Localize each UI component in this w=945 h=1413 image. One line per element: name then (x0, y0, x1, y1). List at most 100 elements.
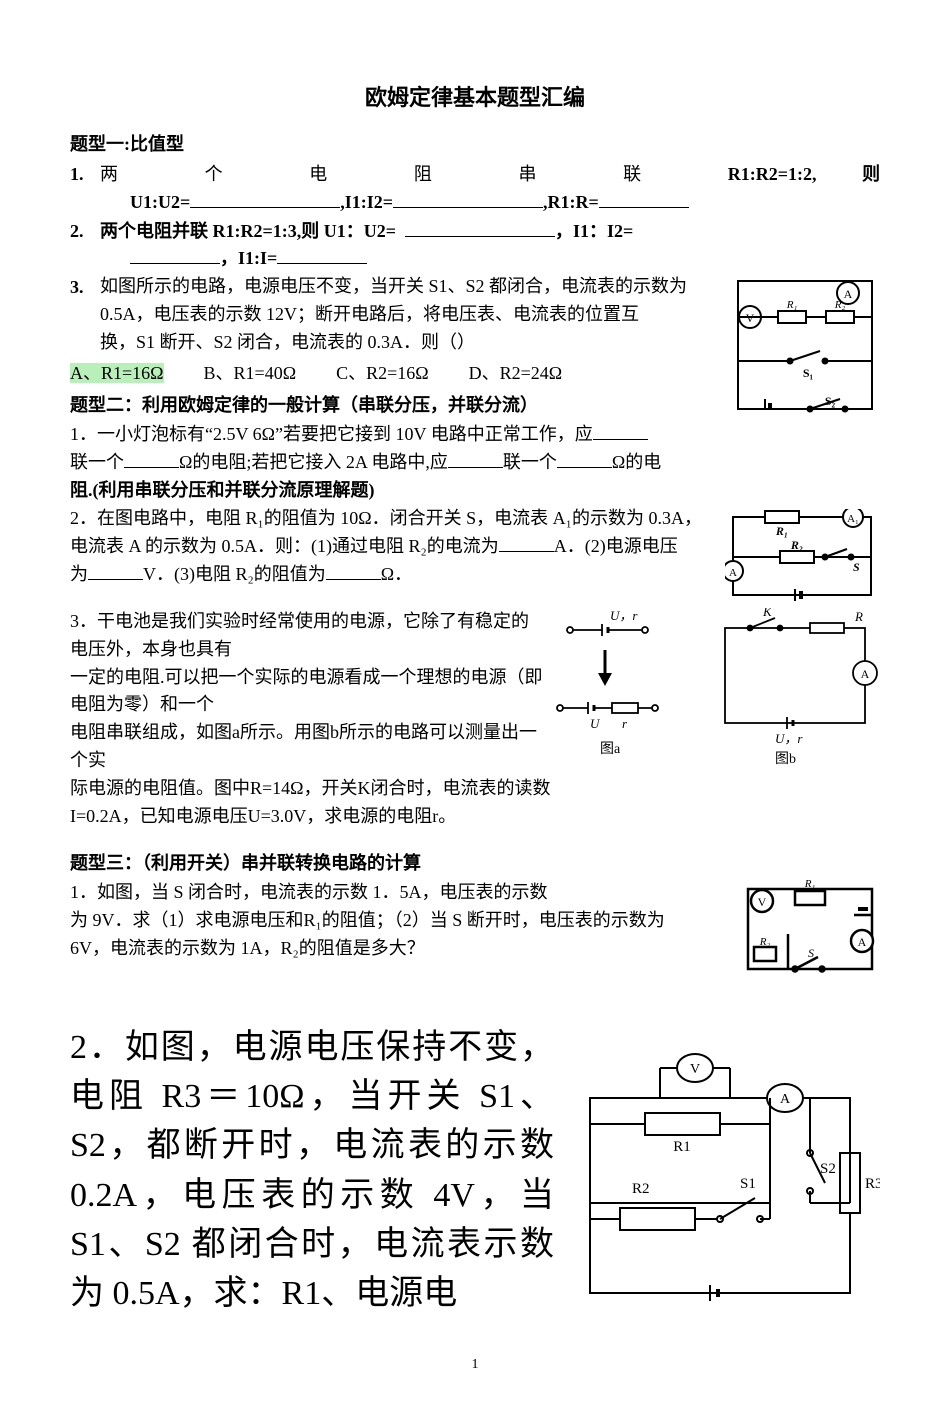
t: 联一个 (70, 452, 124, 472)
q1-line2: U1:U2= ,I1:I2= ,R1:R= (130, 189, 880, 217)
blank (448, 449, 503, 468)
blank (405, 218, 555, 237)
t: Ω． (381, 564, 412, 584)
section3-header: 题型三：（利用开关）串并联转换电路的计算 (70, 849, 880, 875)
svg-text:A₁: A₁ (847, 513, 859, 525)
q3-body: 如图所示的电路，电源电压不变，当开关 S1、S2 都闭合，电流表的示数为 0.5… (100, 273, 724, 357)
t: 联一个 (503, 452, 557, 472)
svg-text:S₂: S₂ (825, 394, 836, 408)
svg-text:V: V (690, 1062, 700, 1077)
blank (190, 189, 340, 208)
q1: 1. 两 个 电 阻 串 联 R1:R2=1:2, 则 (70, 160, 880, 189)
t: 1．一小灯泡标有“2.5V 6Ω”若要把它接到 10V 电路中正常工作，应 (70, 424, 593, 444)
blank (557, 449, 612, 468)
s2q1: 1．一小灯泡标有“2.5V 6Ω”若要把它接到 10V 电路中正常工作，应 联一… (70, 421, 880, 505)
q-num: 1. (70, 160, 100, 189)
t: 个 (205, 164, 264, 184)
t: Ω的电 (612, 452, 661, 472)
page: 欧姆定律基本题型汇编 题型一:比值型 1. 两 个 电 阻 串 联 R1:R2=… (0, 0, 945, 1413)
svg-text:R₁: R₁ (804, 879, 816, 890)
t: 电 (309, 164, 368, 184)
t: A．(2)电源电压 (554, 536, 678, 556)
q3-options: A、R1=16Ω B、R1=40Ω C、R2=16Ω D、R2=24Ω (70, 359, 724, 385)
t: 一定的电阻.可以把一个实际的电源看成一个理想的电源（即电阻为零）和一个 (70, 667, 543, 715)
t: 则 (862, 164, 880, 184)
q3: 3. 如图所示的电路，电源电压不变，当开关 S1、S2 都闭合，电流表的示数为 … (70, 273, 724, 357)
t: 阻 (414, 164, 473, 184)
q2-body: 两个电阻并联 R1:R2=1:3,则 U1：U2= ，I1：I2= (100, 217, 880, 246)
t: 阻.(利用串联分压和并联分流原理解题) (70, 480, 375, 500)
svg-text:K: K (762, 608, 773, 619)
svg-text:R₂: R₂ (790, 538, 803, 552)
blank (593, 421, 648, 440)
circuit-s3q2-icon: V A R1 R2 (560, 1043, 880, 1323)
svg-text:S2: S2 (820, 1161, 836, 1177)
t: 如图所示的电路，电源电压不变，当开关 S1、S2 都闭合，电流表的示数为 (100, 276, 687, 296)
blank (124, 449, 179, 468)
t: 0.5A，电压表的示数 12V；断开电路后，将电压表、电流表的位置互 (100, 304, 639, 324)
fig-s3q2: V A R1 R2 (560, 1043, 880, 1323)
svg-text:S1: S1 (740, 1176, 756, 1192)
circuit-s2q2-icon: R₁ A₁ R₂ S A (725, 509, 880, 604)
t: ，I1:I= (220, 248, 277, 268)
blank (88, 561, 143, 580)
svg-text:S₁: S₁ (803, 366, 814, 380)
svg-text:V: V (758, 895, 767, 909)
svg-text:A: A (858, 935, 867, 949)
t: 换，S1 断开、S2 闭合，电流表的 0.3A．则（） (100, 332, 475, 352)
svg-text:R1: R1 (673, 1139, 691, 1155)
fig-s2q3: U，r U r 图a (550, 608, 880, 768)
t: ,R1:R= (543, 192, 599, 212)
t: 际电源的电阻值。图中R=14Ω，开关K闭合时，电流表的读数 (70, 778, 551, 798)
t: 1．如图，当 S 闭合时，电流表的示数 1．5A，电压表的示数 (70, 882, 548, 902)
q2: 2. 两个电阻并联 R1:R2=1:3,则 U1：U2= ，I1：I2= (70, 217, 880, 246)
q-num: 2. (70, 217, 100, 246)
t: U1:U2= (130, 192, 190, 212)
t: ,I1:I2= (340, 192, 393, 212)
svg-text:U，r: U，r (610, 608, 638, 623)
t: 两 (100, 164, 159, 184)
opt-b: B、R1=40Ω (204, 359, 297, 385)
svg-text:S: S (808, 946, 814, 960)
svg-text:U，r: U，r (775, 731, 803, 746)
blank (393, 189, 543, 208)
svg-text:R2: R2 (632, 1181, 650, 1197)
t: 串 (519, 164, 578, 184)
t: 电流表 A 的示数为 0.5A．则：(1)通过电阻 R₂的电流为 (70, 536, 499, 556)
circuit-s3q1-icon: V R₁ A R₂ S (740, 879, 880, 979)
t: 电阻串联组成，如图a所示。用图b所示的电路可以测量出一个实 (70, 722, 537, 770)
fig-q3: A V R₁ R₂ S₁ (730, 273, 880, 418)
doc-title: 欧姆定律基本题型汇编 (70, 80, 880, 112)
svg-text:R₁: R₁ (775, 524, 788, 538)
svg-text:A: A (861, 667, 870, 681)
circuit-q3-icon: A V R₁ R₂ S₁ (730, 273, 880, 418)
svg-text:S: S (853, 560, 860, 574)
svg-text:U: U (590, 716, 601, 731)
svg-text:R3: R3 (865, 1176, 880, 1192)
t: Ω的电阻;若把它接入 2A 电路中,应 (179, 452, 448, 472)
page-number: 1 (70, 1357, 880, 1373)
t: 为 9V．求（1）求电源电压和R₁的阻值；（2）当 S 断开时，电压表的示数为 (70, 910, 665, 930)
svg-text:A: A (780, 1092, 791, 1107)
q2-line2: ，I1:I= (130, 245, 880, 273)
svg-text:A: A (729, 567, 737, 579)
blank (499, 533, 554, 552)
svg-text:图b: 图b (775, 752, 796, 767)
t: V．(3)电阻 R₂的阻值为 (143, 564, 326, 584)
blank (277, 245, 367, 264)
t: 为 (70, 564, 88, 584)
t: 两个电阻并联 R1:R2=1:3,则 U1：U2= (100, 221, 396, 241)
t: R1:R2=1:2, (728, 164, 817, 184)
blank (130, 245, 220, 264)
svg-text:R: R (854, 609, 863, 624)
fig-s3q1: V R₁ A R₂ S (740, 879, 880, 979)
t: I=0.2A，已知电源电压U=3.0V，求电源的电阻r。 (70, 806, 456, 826)
svg-text:图a: 图a (600, 742, 621, 757)
blank (326, 561, 381, 580)
q1-body: 两 个 电 阻 串 联 R1:R2=1:2, 则 (100, 160, 880, 189)
t: 2．在图电路中，电阻 R₁的阻值为 10Ω．闭合开关 S，电流表 A₁的示数为 … (70, 508, 702, 528)
opt-c: C、R2=16Ω (336, 359, 429, 385)
circuit-s2q3-icon: U，r U r 图a (550, 608, 880, 768)
fig-s2q2: R₁ A₁ R₂ S A (725, 509, 880, 604)
q-num: 3. (70, 273, 100, 357)
